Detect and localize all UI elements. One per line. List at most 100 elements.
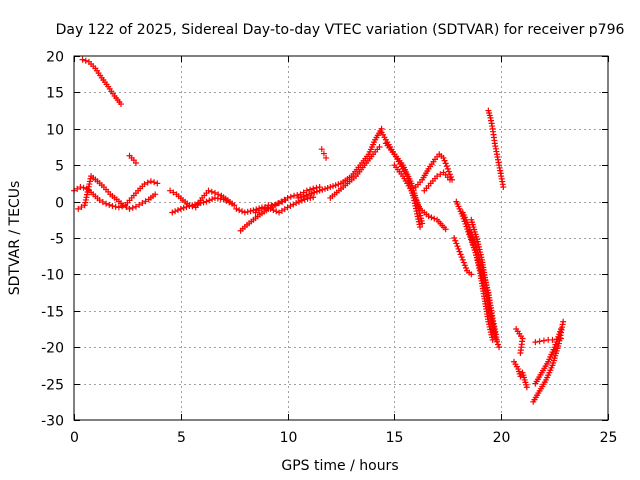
data-point [258,205,265,212]
data-point [461,262,468,269]
data-point [496,344,503,351]
data-point [444,165,451,172]
data-point [308,190,315,197]
y-tick-label: -20 [41,341,64,357]
series-midday-2 [169,194,236,216]
data-point [78,204,85,211]
data-point [532,339,539,346]
y-tick-label: -25 [41,378,64,394]
series-small-arc-2.7 [126,152,139,167]
series-descent-b [382,140,426,227]
data-point [553,336,560,343]
data-point [443,163,450,170]
data-point [287,202,294,209]
data-point [239,208,246,215]
data-point [74,185,81,192]
data-point [419,220,426,227]
series-flat-late [532,335,565,346]
data-point [174,207,181,214]
data-point [468,271,475,278]
series-descent-main-3 [466,227,496,343]
data-point [442,160,449,167]
y-tick-label: 10 [46,123,64,139]
data-point [456,248,463,255]
data-point [318,146,325,153]
data-point [324,184,331,191]
series-isolated [513,326,526,357]
data-point [167,187,174,194]
data-point [454,243,461,250]
data-point [120,202,127,209]
series-early-high-arc [79,56,124,108]
data-point [329,183,336,190]
data-point [247,208,254,215]
data-point [560,318,567,325]
data-point [252,209,259,216]
data-point [205,187,212,194]
data-point [517,350,524,357]
data-point [169,209,176,216]
data-point [291,192,298,199]
y-tick-label: 20 [46,50,64,66]
data-point [96,197,103,204]
y-axis-label: SDTVAR / TECUs [7,181,23,296]
data-point [75,205,82,212]
data-point [332,182,339,189]
data-point [445,168,452,175]
data-point [446,176,453,183]
series-fall-18 [451,235,475,278]
data-point [558,326,565,332]
data-point [323,154,330,161]
data-point [270,207,277,214]
data-point [489,336,496,343]
data-point [103,200,110,207]
data-point [77,184,84,191]
data-point [376,144,383,150]
data-point [177,205,184,212]
data-point [320,150,327,157]
data-point [152,191,159,198]
series-arc-17-low [421,169,453,194]
data-point [319,186,326,193]
y-tick-label: 0 [55,196,64,212]
data-point [494,341,501,348]
data-point [273,208,280,215]
y-tick-label: 15 [46,86,64,102]
series-rise-late-b [532,326,565,387]
data-point [327,184,334,191]
data-point [186,202,193,209]
data-point [310,194,317,201]
data-point [301,196,308,203]
data-point [144,179,151,186]
series-descent-c [391,162,449,233]
series-rise-to-peak [295,125,385,201]
series-descent-main-4 [468,216,498,336]
data-point [197,200,204,207]
data-point [303,192,310,199]
grid-lines [74,56,608,420]
data-point [142,198,149,205]
data-point [170,189,177,196]
data-point [117,101,124,108]
data-point [194,200,201,207]
data-point [267,205,274,212]
series-arc-9 [252,184,323,216]
data-point [126,205,133,212]
data-point [437,171,444,178]
data-point [180,204,187,211]
data-point [431,215,438,222]
data-point [209,196,216,203]
data-point [262,204,269,211]
series-rise-lower [327,144,383,201]
data-point [192,201,199,208]
series-scatter-21 [511,358,530,391]
data-point [79,56,86,63]
data-point [453,240,460,247]
x-tick-label: 25 [600,430,618,446]
data-point [549,336,556,343]
data-point [233,205,240,212]
data-point [109,202,116,209]
series-morning-cluster-2 [75,173,159,212]
data-point [452,237,459,244]
